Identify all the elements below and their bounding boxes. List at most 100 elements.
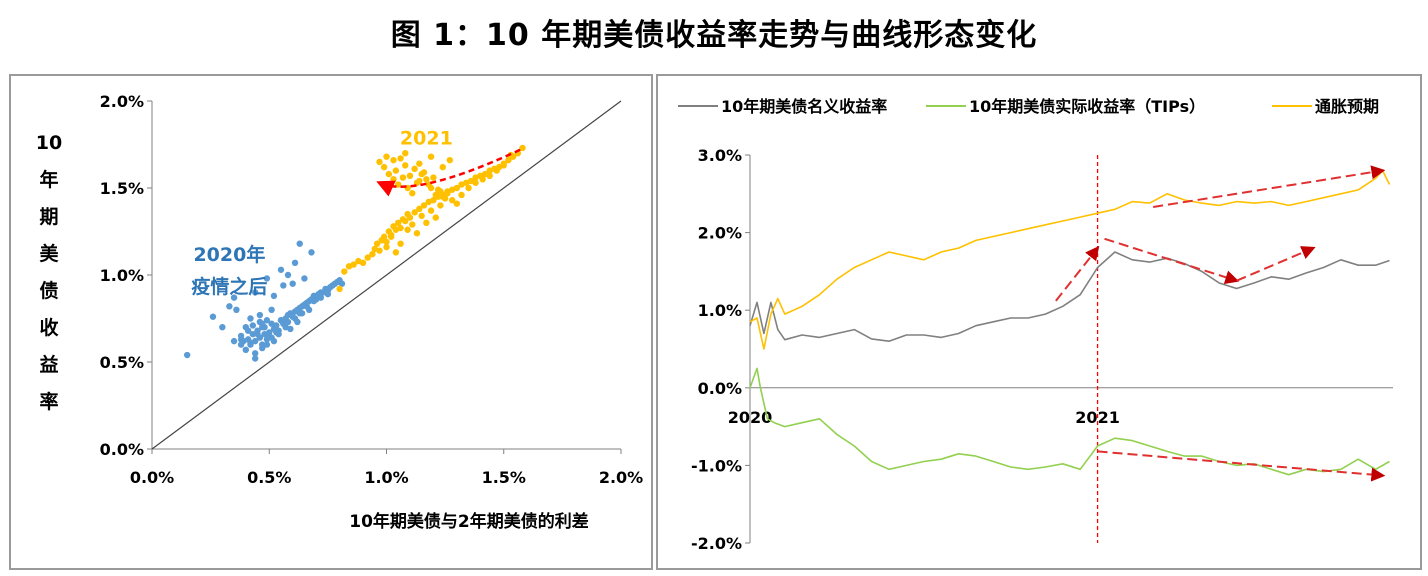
scatter-point (341, 268, 348, 275)
series-line (749, 367, 1390, 476)
scatter-point (247, 315, 254, 322)
scatter-point (270, 292, 278, 300)
scatter-point (390, 156, 397, 164)
x-tick-label: 0.0% (130, 468, 174, 487)
scatter-point (230, 294, 238, 301)
scatter-point (434, 186, 442, 193)
scatter-point (230, 337, 238, 345)
scatter-panel: 0.0% 0.5% 1.0% 1.5% 2.0% 0.0% 0.5% 1.0% 1.5% 2.0%… (9, 74, 653, 570)
scatter-point (444, 190, 451, 197)
scatter-point (519, 144, 526, 152)
scatter-point (385, 170, 393, 178)
y-tick-label: 2.0% (100, 92, 144, 111)
scatter-point (486, 172, 493, 180)
series-line (749, 169, 1391, 350)
scatter-point (395, 181, 402, 188)
scatter-point (251, 355, 259, 362)
scatter-point (439, 193, 446, 200)
scatter-point (427, 153, 435, 160)
y-axis-label-char: 美 (39, 242, 59, 265)
scatter-point (256, 311, 264, 319)
scatter-point (254, 330, 261, 338)
scatter-point (376, 247, 383, 254)
y-tick-label: 1.0% (100, 266, 144, 285)
scatter-point (458, 191, 465, 199)
scatter-point (247, 339, 254, 347)
scatter-point (420, 202, 428, 209)
y-axis-label-char: 10 (36, 132, 62, 154)
scatter-point (312, 296, 320, 303)
scatter-point (406, 172, 414, 180)
series-annotation: 疫情之后 (191, 275, 267, 298)
scatter-point (411, 209, 418, 216)
y-tick-label: 0.5% (100, 353, 144, 372)
scatter-point (418, 212, 425, 220)
scatter-point (500, 162, 507, 169)
trend-arrow (1153, 165, 1386, 208)
scatter-point (289, 280, 296, 287)
scatter-point (275, 330, 282, 338)
y-tick-label: 3.0% (698, 146, 742, 165)
legend-label: 10年期美债实际收益率（TIPs） (969, 97, 1205, 116)
scatter-point (448, 196, 456, 204)
x-tick-label: 2020 (728, 408, 773, 427)
scatter-point (259, 320, 266, 327)
scatter-point (402, 150, 409, 157)
scatter-point (453, 184, 461, 192)
figure-title: 图 1：10 年期美债收益率走势与曲线形态变化 (390, 18, 1038, 53)
scatter-point (409, 221, 416, 228)
scatter-point (277, 317, 285, 324)
legend-label: 10年期美债名义收益率 (721, 97, 887, 116)
scatter-point (378, 237, 386, 244)
scatter-chart: 0.0% 0.5% 1.0% 1.5% 2.0% 0.0% 0.5% 1.0% 1.5% 2.0%… (36, 92, 643, 532)
scatter-point (336, 285, 343, 293)
scatter-point (423, 219, 430, 226)
scatter-point (416, 177, 423, 185)
scatter-point (402, 162, 409, 169)
scatter-point (291, 259, 299, 267)
scatter-point (359, 259, 367, 267)
x-axis-label: 10年期美债与2年期美债的利差 (349, 511, 589, 532)
y-axis-label-char: 收 (39, 316, 58, 339)
scatter-point (249, 322, 257, 329)
line-chart: -2.0%-1.0%0.0%1.0%2.0%3.0%2020 202110年期美债… (678, 97, 1393, 553)
series-annotation: 2021 (400, 128, 453, 150)
scatter-point (296, 304, 303, 312)
y-axis-label-char: 率 (39, 390, 58, 413)
scatter-point (453, 200, 461, 207)
trend-arrow (376, 148, 521, 197)
scatter-point (303, 299, 310, 307)
scatter-point (493, 167, 500, 174)
scatter-point (244, 327, 252, 334)
scatter-point (465, 184, 472, 192)
scatter-point (287, 325, 294, 333)
scatter-point (270, 337, 278, 345)
scatter-point (397, 155, 404, 162)
scatter-point (308, 249, 315, 256)
series-line (749, 251, 1390, 343)
scatter-point (392, 249, 400, 256)
scatter-point (430, 174, 437, 181)
scatter-point (298, 310, 306, 317)
scatter-point (432, 214, 439, 221)
y-tick-label: 0.0% (100, 440, 144, 459)
scatter-point (373, 240, 381, 247)
scatter-point (383, 243, 390, 251)
scatter-point (242, 346, 249, 354)
scatter-point (324, 290, 332, 298)
scatter-point (251, 350, 259, 357)
scatter-point (209, 313, 217, 320)
scatter-point (284, 318, 292, 326)
scatter-point (263, 317, 271, 324)
line-panel: -2.0% -1.0% 0.0% 1.0% 2.0% 3.0% 2020 2021 10年期美债… (656, 74, 1422, 570)
scatter-point (294, 318, 301, 326)
scatter-point (439, 163, 446, 171)
scatter-point (183, 351, 191, 359)
scatter-point (387, 233, 395, 240)
trend-arrow (1236, 246, 1316, 282)
scatter-point (219, 324, 226, 331)
scatter-point (397, 224, 404, 232)
scatter-point (395, 219, 402, 226)
scatter-point (390, 176, 397, 183)
scatter-point (251, 289, 259, 296)
